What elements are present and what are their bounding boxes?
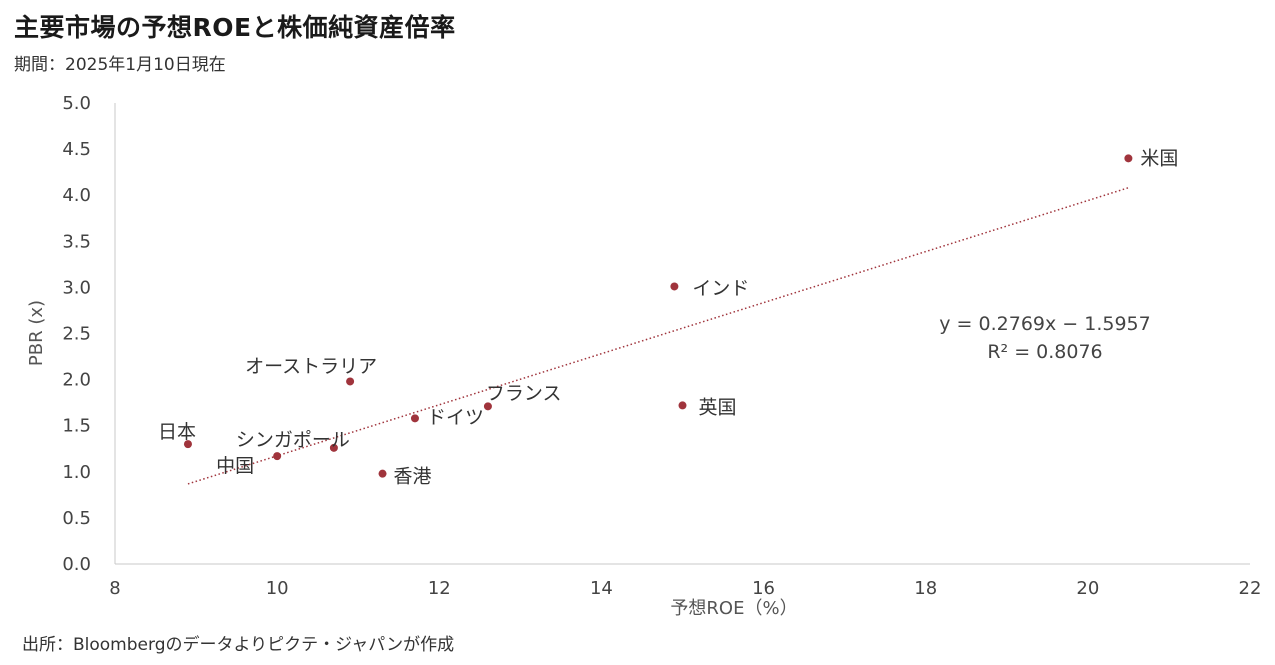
chart-title: 主要市場の予想ROEと株価純資産倍率 <box>14 13 456 42</box>
x-tick-label: 14 <box>590 578 613 599</box>
data-point <box>678 401 687 410</box>
y-tick-label: 2.5 <box>62 324 91 345</box>
data-point-label: 中国 <box>216 455 254 477</box>
chart-subtitle: 期間：2025年1月10日現在 <box>14 55 226 75</box>
x-tick-label: 22 <box>1239 578 1262 599</box>
data-point <box>378 469 387 478</box>
x-tick-label: 12 <box>428 578 451 599</box>
x-axis-title: 予想ROE（%） <box>670 598 797 619</box>
y-axis-title: PBR (x) <box>26 300 47 366</box>
y-tick-label: 3.0 <box>62 277 91 298</box>
data-point <box>346 377 355 386</box>
x-tick-label: 10 <box>266 578 289 599</box>
y-tick-label: 3.5 <box>62 231 91 252</box>
data-point-label: ドイツ <box>427 406 484 428</box>
source-note: 出所：Bloombergのデータよりピクテ・ジャパンが作成 <box>22 635 455 655</box>
data-point-label: インド <box>692 277 749 299</box>
data-point-label: 米国 <box>1140 147 1178 169</box>
x-tick-label: 16 <box>752 578 775 599</box>
x-tick-label: 18 <box>914 578 937 599</box>
data-point-label: 英国 <box>699 396 737 418</box>
data-point <box>1124 154 1133 163</box>
data-point <box>273 452 282 461</box>
point-labels-group: 米国インド英国 フランスドイツ オーストラリアシンガポール 日本中国香港 <box>158 147 1178 487</box>
y-tick-label: 4.0 <box>62 185 91 206</box>
trendline-r2: R² = 0.8076 <box>987 341 1102 363</box>
data-point <box>329 443 338 452</box>
y-tick-label: 1.0 <box>62 462 91 483</box>
x-tick-label: 20 <box>1076 578 1099 599</box>
points-group <box>183 154 1133 478</box>
data-point <box>483 402 492 411</box>
data-point <box>183 440 192 449</box>
y-tick-label: 4.5 <box>62 139 91 160</box>
y-tick-label: 5.0 <box>62 93 91 114</box>
data-point <box>410 414 419 423</box>
data-point-label: オーストラリア <box>245 355 377 377</box>
trendline-equation: y = 0.2769x − 1.5957 <box>939 313 1150 335</box>
y-tick-label: 0.5 <box>62 508 91 529</box>
y-tick-label: 0.0 <box>62 554 91 575</box>
data-point-label: 日本 <box>158 421 196 443</box>
y-tick-label: 1.5 <box>62 416 91 437</box>
data-point <box>670 282 679 291</box>
data-point-label: フランス <box>486 382 562 404</box>
data-point-label: シンガポール <box>236 429 350 451</box>
trendline <box>187 187 1129 485</box>
trendline-group <box>187 187 1129 485</box>
x-tick-label: 8 <box>109 578 120 599</box>
data-point-label: 香港 <box>394 466 432 488</box>
y-tick-label: 2.0 <box>62 370 91 391</box>
axes: 8 10 12 14 16 18 20 22 0.0 0.5 1.0 1.5 2.0 2.5 3.0 3.5 4… <box>62 93 1261 599</box>
